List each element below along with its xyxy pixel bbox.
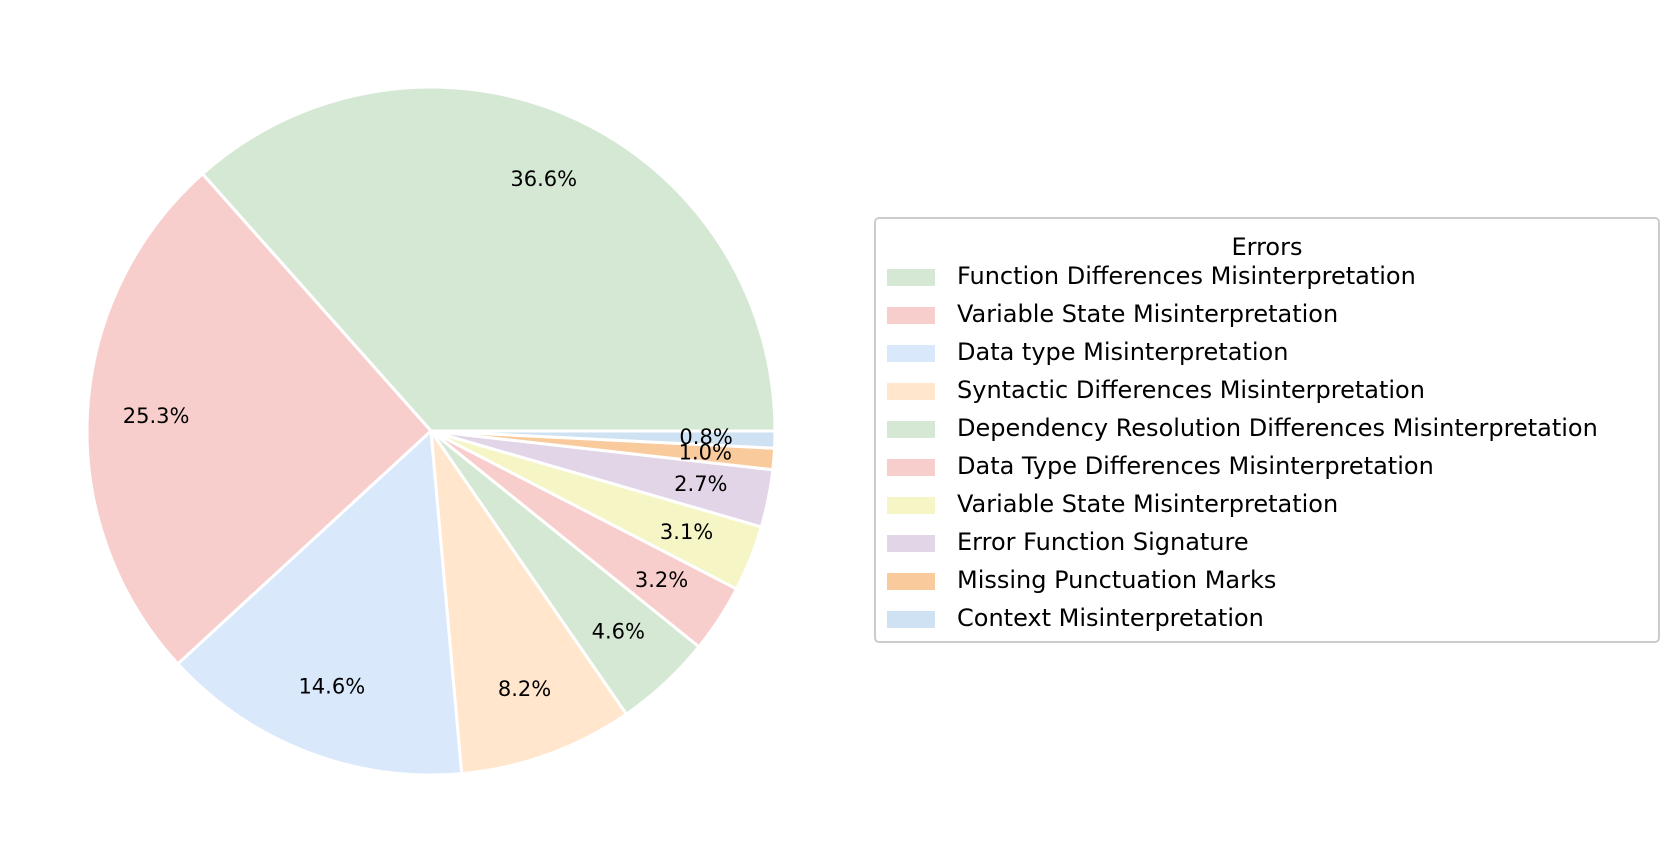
legend-label: Variable State Misinterpretation bbox=[957, 300, 1338, 328]
legend-label: Function Differences Misinterpretation bbox=[957, 262, 1416, 290]
legend-frame bbox=[874, 217, 1660, 643]
legend-swatch bbox=[887, 535, 935, 552]
legend-label: Dependency Resolution Differences Misint… bbox=[957, 414, 1598, 442]
pie-slice bbox=[429, 429, 777, 450]
legend-swatch bbox=[887, 345, 935, 362]
legend-swatch bbox=[887, 611, 935, 628]
slice-percent-label: 0.8% bbox=[679, 425, 732, 449]
pie-slice bbox=[176, 429, 464, 777]
slice-percent-label: 36.6% bbox=[510, 167, 577, 191]
legend-swatch bbox=[887, 573, 935, 590]
legend-label: Error Function Signature bbox=[957, 528, 1249, 556]
legend-swatch bbox=[887, 421, 935, 438]
slice-percent-label: 25.3% bbox=[123, 404, 190, 428]
legend-label: Context Misinterpretation bbox=[957, 604, 1264, 632]
slice-percent-label: 14.6% bbox=[298, 675, 365, 699]
slice-percent-label: 3.2% bbox=[635, 568, 688, 592]
slice-percent-label: 1.0% bbox=[679, 440, 732, 464]
legend-label: Syntactic Differences Misinterpretation bbox=[957, 376, 1425, 404]
slice-percent-label: 4.6% bbox=[592, 620, 645, 644]
slice-percent-label: 2.7% bbox=[674, 472, 727, 496]
legend-label: Variable State Misinterpretation bbox=[957, 490, 1338, 518]
pie-slices bbox=[85, 85, 777, 777]
legend-swatch bbox=[887, 307, 935, 324]
legend-swatch bbox=[887, 459, 935, 476]
pie-slice bbox=[429, 429, 628, 776]
pie-slice bbox=[200, 85, 777, 433]
legend-title: Errors bbox=[1231, 233, 1302, 261]
legend-label: Data type Misinterpretation bbox=[957, 338, 1288, 366]
legend-swatch bbox=[887, 383, 935, 400]
pie-slice bbox=[85, 172, 433, 666]
slice-percent-label: 8.2% bbox=[498, 677, 551, 701]
legend-label: Missing Punctuation Marks bbox=[957, 566, 1276, 594]
legend-label: Data Type Differences Misinterpretation bbox=[957, 452, 1434, 480]
legend-items: Function Differences Misinterpretation Va… bbox=[887, 262, 1598, 632]
legend-swatch bbox=[887, 269, 935, 286]
legend: Errors Function Differences Misinterpret… bbox=[874, 217, 1660, 643]
legend-swatch bbox=[887, 497, 935, 514]
pie-percent-labels: 36.6% 25.3% 14.6% 8.2% 4.6% 3.2% 3.1% 2.7% 1.0%0… bbox=[123, 167, 733, 701]
slice-percent-label: 3.1% bbox=[660, 520, 713, 544]
